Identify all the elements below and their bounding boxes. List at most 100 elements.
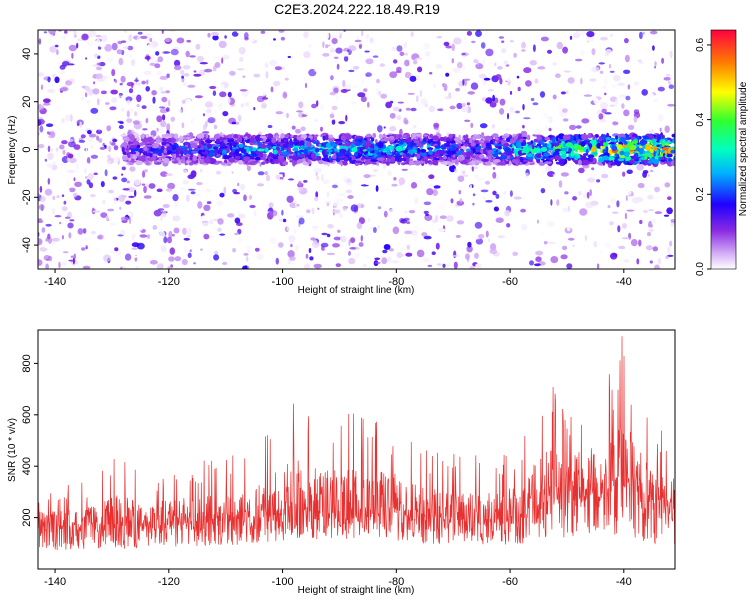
spectrogram-cell — [577, 229, 584, 233]
spectrogram-band-cell — [183, 146, 187, 150]
spectrogram-cell — [332, 209, 341, 214]
spectrogram-band-cell — [615, 135, 619, 140]
spectrogram-cell — [396, 252, 403, 259]
spectrogram-cell — [504, 210, 511, 217]
spectrogram-cell — [212, 34, 219, 41]
spectrogram-band-cell — [411, 133, 417, 139]
spectrogram-cell — [229, 37, 233, 40]
spectrogram-cell — [278, 242, 284, 248]
spectrogram-cell — [247, 262, 252, 269]
spectrogram-cell — [663, 77, 671, 81]
spectrogram-cell — [492, 237, 496, 244]
spectrogram-band-cell — [166, 133, 173, 138]
spectrogram-cell — [423, 210, 429, 215]
spectrogram-cell — [80, 134, 86, 139]
spectrogram-cell — [45, 223, 52, 227]
spectrogram-band-cell — [548, 140, 552, 144]
spectrogram-cell — [47, 233, 51, 240]
spectrogram-cell — [155, 51, 160, 56]
spectrogram-cell — [84, 85, 90, 91]
spectrogram-band-cell — [347, 156, 352, 161]
spectrogram-cell — [492, 166, 496, 170]
spectrogram-cell — [84, 167, 87, 174]
spectrogram-cell — [75, 239, 82, 243]
spectrogram-band-cell — [415, 133, 423, 137]
spectrogram-cell — [453, 224, 458, 230]
spectrogram-cell — [157, 56, 164, 63]
spectrogram-cell — [38, 204, 45, 211]
spectrogram-cell — [349, 247, 357, 250]
spectrogram-cell — [357, 92, 366, 98]
spectrogram-cell — [88, 91, 93, 96]
spectrogram-cell — [464, 263, 467, 269]
spectrogram-cell — [59, 221, 62, 225]
spectrogram-cell — [286, 225, 290, 232]
spectrogram-cell — [195, 43, 201, 50]
spectrogram-cell — [52, 183, 59, 188]
spectrogram-cell — [232, 188, 238, 194]
spectrogram-cell — [303, 180, 308, 183]
spectrogram-cell — [580, 77, 583, 85]
spectrogram-cell — [232, 247, 237, 253]
spectrogram-cell — [632, 122, 636, 127]
spectrogram-cell — [172, 215, 181, 222]
spectrogram-cell — [87, 130, 92, 135]
spectrogram-cell — [642, 186, 649, 192]
spectrogram-band-cell — [124, 139, 127, 143]
spectrogram-band-cell — [449, 145, 453, 149]
spectrogram-cell — [541, 42, 545, 45]
spectrogram-cell — [250, 64, 259, 69]
spectrogram-cell — [340, 235, 347, 243]
spectrogram-cell — [38, 259, 43, 266]
spectrogram-cell — [90, 230, 96, 235]
spectrogram-cell — [107, 154, 111, 159]
spectrogram-cell — [599, 36, 608, 41]
spectrogram-cell — [143, 195, 152, 199]
spectrogram-band-cell — [206, 143, 213, 149]
spectrogram-cell — [507, 86, 512, 89]
spectrogram-band-cell — [437, 159, 445, 162]
spectrogram-cell — [43, 102, 51, 106]
spectrogram-cell — [152, 96, 156, 104]
spectrogram-band-cell — [322, 161, 329, 165]
spectrogram-band-cell — [585, 148, 589, 154]
spectrogram-band-cell — [592, 135, 596, 140]
spectrogram-band-cell — [233, 144, 237, 148]
spectrogram-band-cell — [121, 146, 125, 153]
x-tick-label: -60 — [502, 276, 518, 288]
spectrogram-cell — [282, 218, 287, 223]
spectrogram-cell — [260, 228, 265, 233]
spectrogram-band-cell — [281, 145, 285, 151]
spectrogram-cell — [55, 147, 59, 152]
spectrogram-cell — [577, 191, 582, 196]
spectrogram-cell — [75, 163, 80, 170]
spectrogram-cell — [128, 108, 135, 113]
spectrogram-band-cell — [611, 145, 618, 151]
spectrogram-cell — [86, 100, 91, 104]
spectrogram-cells — [38, 30, 675, 269]
spectrogram-cell — [52, 237, 60, 242]
spectrogram-cell — [470, 122, 474, 129]
spectrogram-band-cell — [135, 160, 143, 166]
spectrogram-cell — [546, 220, 555, 227]
spectrogram-cell — [623, 259, 630, 263]
spectrogram-cell — [145, 117, 149, 124]
spectrogram-cell — [160, 215, 163, 222]
spectrogram-cell — [84, 162, 89, 165]
spectrogram-cell — [664, 125, 670, 133]
spectrogram-cell — [94, 160, 100, 169]
spectrogram-cell — [541, 230, 546, 236]
spectrogram-cell — [95, 248, 100, 251]
spectrogram-cell — [383, 126, 386, 129]
spectrogram-cell — [269, 40, 274, 47]
x-tick-label: -40 — [616, 576, 632, 588]
spectrogram-cell — [114, 79, 118, 84]
spectrogram-band-cell — [647, 134, 655, 140]
spectrogram-cell — [456, 61, 463, 69]
spectrogram-band-cell — [147, 136, 153, 142]
spectrogram-band-cell — [289, 160, 294, 163]
spectrogram-cell — [140, 35, 148, 40]
spectrogram-cell — [587, 59, 593, 62]
spectrogram-cell — [288, 178, 295, 181]
spectrogram-band-cell — [120, 143, 127, 150]
